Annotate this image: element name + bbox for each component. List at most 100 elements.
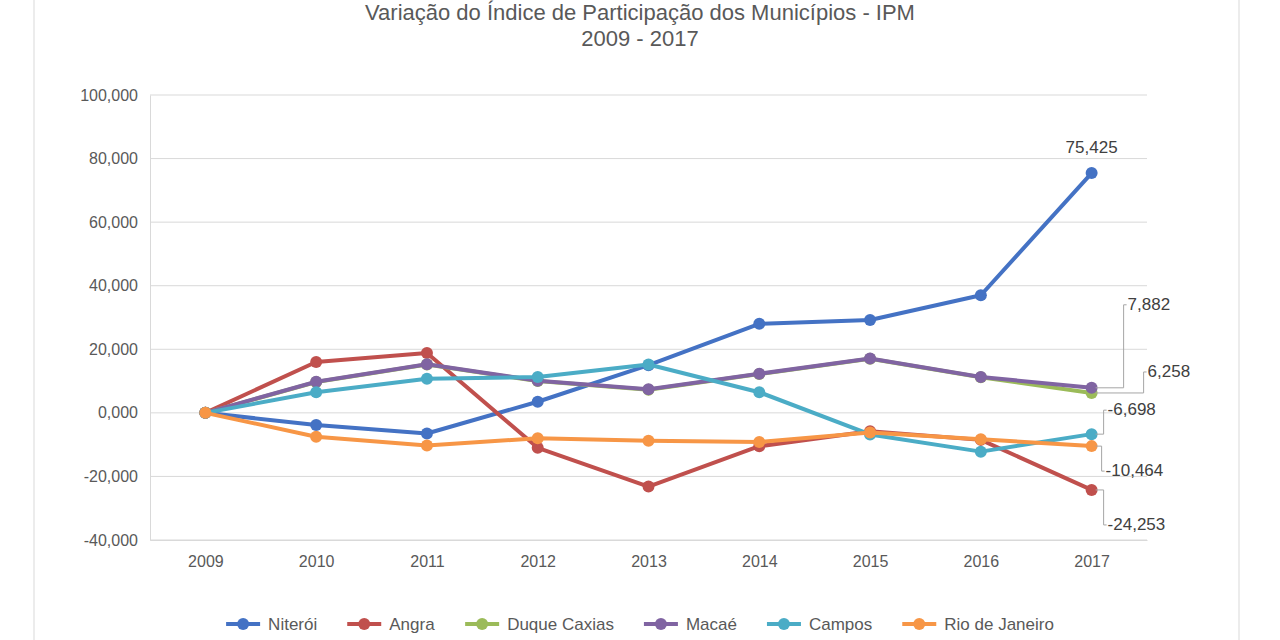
legend-label: Campos [809,615,872,634]
x-tick-label: 2017 [1074,553,1110,570]
legend-label: Niterói [268,615,317,634]
label-leader [1096,446,1105,471]
point [1086,167,1098,179]
point [975,446,987,458]
x-tick: 2017 [1074,540,1110,570]
grid-line [150,412,1147,413]
grid-line [150,158,1147,159]
label-leader [1096,410,1107,434]
x-tick-label: 2015 [853,553,889,570]
chart: Variação do Índice de Participação dos M… [0,0,1280,640]
series-markers [199,407,1097,452]
data-label: -6,698 [1108,400,1156,419]
y-tick: 60,000 [89,214,150,231]
series-line [205,365,1091,452]
point [753,368,765,380]
legend-marker [476,618,488,630]
title: Variação do Índice de Participação dos M… [365,0,915,25]
y-tick-label: -40,000 [84,532,138,549]
x-tick: 2012 [520,540,556,570]
point [421,428,433,440]
point [310,386,322,398]
legend: Niterói Angra Duque Caxias Macaé Campos Rio d… [226,615,1054,634]
label-leader [1096,490,1107,525]
subtitle: 2009 - 2017 [581,26,698,51]
y-tick-label: 20,000 [89,341,138,358]
point [421,358,433,370]
y-tick: 20,000 [89,341,150,358]
x-tick-label: 2012 [520,553,556,570]
y-tick: 100,000 [80,87,150,104]
point [753,386,765,398]
point [975,371,987,383]
x-axis: 200920102011201220132014201520162017 [151,540,1148,570]
legend-marker [913,618,925,630]
series-markers [199,167,1097,439]
point [753,436,765,448]
data-label: 75,425 [1066,138,1118,157]
point [864,353,876,365]
chart-frame [34,0,1239,640]
legend-item: Angra [347,615,435,634]
x-tick: 2009 [188,540,224,570]
x-tick: 2014 [742,540,778,570]
x-tick: 2013 [631,540,667,570]
point [421,373,433,385]
data-label: -10,464 [1106,461,1164,480]
y-tick-label: 0,000 [98,404,138,421]
y-axis-line [150,96,151,541]
series-markers [199,353,1097,419]
point [532,371,544,383]
legend-item: Duque Caxias [465,615,614,634]
legend-label: Angra [389,615,435,634]
y-tick-label: 60,000 [89,214,138,231]
point [310,431,322,443]
x-tick-label: 2009 [188,553,224,570]
point [643,359,655,371]
y-tick-label: -20,000 [84,468,138,485]
point [643,435,655,447]
series-line [205,359,1091,413]
point [199,407,211,419]
grid-line [150,95,1147,96]
point [199,407,211,419]
grid-line [150,476,1147,477]
x-tick-label: 2014 [742,553,778,570]
legend-label: Rio de Janeiro [944,615,1054,634]
point [643,383,655,395]
legend-item: Macaé [644,615,737,634]
point [643,481,655,493]
grid-line [150,222,1147,223]
y-tick: 80,000 [89,150,150,167]
data-label: 6,258 [1148,362,1191,381]
series-line [205,359,1091,413]
y-axis: -40,000-20,0000,00020,00040,00060,00080,… [80,87,150,549]
point [975,434,987,446]
point [643,384,655,396]
series-line [205,173,1091,433]
x-tick: 2016 [964,540,1000,570]
grid [150,95,1147,540]
point [199,407,211,419]
x-axis-line [151,540,1148,541]
point [532,432,544,444]
point [310,356,322,368]
data-label: 7,882 [1128,295,1171,314]
grid-line [150,540,1147,541]
label-leader [1096,305,1127,388]
legend-marker [237,618,249,630]
point [975,433,987,445]
point [421,359,433,371]
point [864,353,876,365]
legend-label: Macaé [686,615,737,634]
point [421,347,433,359]
x-tick-label: 2013 [631,553,667,570]
legend-label: Duque Caxias [507,615,614,634]
x-tick: 2011 [410,540,445,570]
series-markers [199,347,1097,496]
series-line [205,353,1091,490]
point [864,314,876,326]
data-labels: 75,425-24,2536,2587,882-6,698-10,464 [1066,138,1191,534]
y-tick-label: 100,000 [80,87,138,104]
point [864,427,876,439]
